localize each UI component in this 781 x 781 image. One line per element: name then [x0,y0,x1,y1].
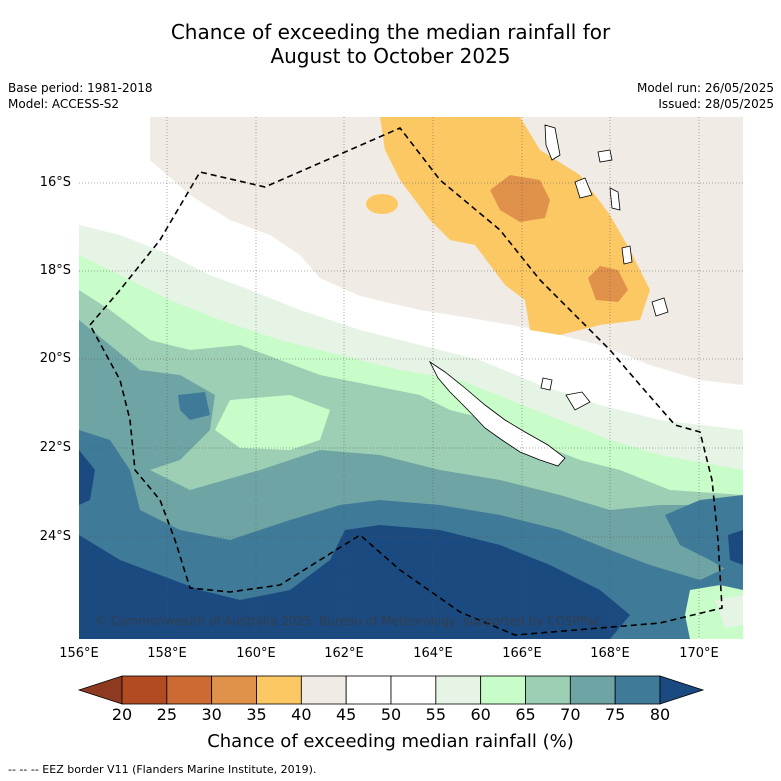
colorbar-tick-label: 30 [201,705,222,724]
loyalty-islands-2 [540,377,553,391]
colorbar-box [614,675,661,705]
vanuatu-island-2 [597,149,613,163]
lon-label-170e: 170°E [679,646,719,661]
contour-above-80-east [728,530,743,565]
lon-label-158e: 158°E [147,646,187,661]
contour-above-80 [79,450,95,505]
lon-label-168e: 168°E [590,646,630,661]
lon-label-164e: 164°E [413,646,453,661]
colorbar-box [435,675,482,705]
colorbar-tick-label: 20 [111,705,133,724]
colorbar-box [256,675,302,705]
colorbar-box [211,675,257,705]
colorbar-tick-label: 40 [291,705,312,724]
eez-border [89,127,723,636]
colorbar-box [121,675,168,705]
new-caledonia-island [428,360,566,467]
contour-75-80-east [665,495,743,580]
lat-label-24s: 24°S [39,529,71,544]
colorbar-box [569,675,616,705]
colorbar [77,675,705,705]
model-name: Model: ACCESS-S2 [8,97,120,111]
contour-35-40-patch [366,194,398,214]
colorbar-below-arrow [77,675,123,705]
lon-label-162e: 162°E [324,646,364,661]
base-period: Base period: 1981-2018 [8,81,153,95]
eez-footnote: -- -- -- EEZ border V11 (Flanders Marine… [8,763,317,776]
colorbar-tick-label: 55 [425,705,447,724]
colorbar-box [300,675,347,705]
colorbar-tick-label: 35 [246,705,267,724]
lat-label-16s: 16°S [39,175,71,190]
copyright-notice: © Commonwealth of Australia 2025, Bureau… [95,614,601,628]
vanuatu-island-1 [544,124,561,161]
colorbar-tick-label: 65 [515,705,536,724]
colorbar-box [525,675,571,705]
vanuatu-island-3 [574,177,593,199]
colorbar-box [390,675,437,705]
contour-30-35-east [588,266,628,302]
colorbar-tick-label: 50 [380,705,402,724]
lat-label-22s: 22°S [39,440,71,455]
contour-above-80-south [79,525,630,639]
issued-date: Issued: 28/05/2025 [658,97,774,111]
lat-label-18s: 18°S [39,263,71,278]
colorbar-box [345,675,392,705]
graticule [79,117,743,639]
colorbar-tick-label: 80 [649,705,671,724]
contour-60-65-patch [215,395,330,450]
colorbar-box [480,675,526,705]
loyalty-islands [565,391,591,411]
colorbar-tick-label: 25 [156,705,178,724]
colorbar-tick-label: 45 [335,705,357,724]
lon-label-160e: 160°E [236,646,276,661]
lon-label-156e: 156°E [59,646,99,661]
colorbar-tick-label: 75 [604,705,626,724]
vanuatu-island-6 [651,297,669,317]
contour-75-80-small [178,392,210,420]
map-canvas [79,117,743,639]
map-title-line-1: Chance of exceeding the median rainfall … [170,20,611,44]
colorbar-label: Chance of exceeding median rainfall (%) [207,731,574,752]
model-run: Model run: 26/05/2025 [636,81,774,95]
contour-35-40 [380,117,650,335]
lat-label-20s: 20°S [39,351,71,366]
vanuatu-island-4 [609,187,621,211]
colorbar-tick-label: 60 [470,705,491,724]
lon-label-166e: 166°E [502,646,542,661]
contour-30-35 [490,175,550,222]
vanuatu-island-5 [621,245,633,265]
contour-55-60-southeast [715,595,743,628]
colorbar-box [166,675,213,705]
colorbar-tick-label: 70 [560,705,581,724]
map-title-line-2: August to October 2025 [270,44,511,68]
colorbar-above-arrow [659,675,705,705]
